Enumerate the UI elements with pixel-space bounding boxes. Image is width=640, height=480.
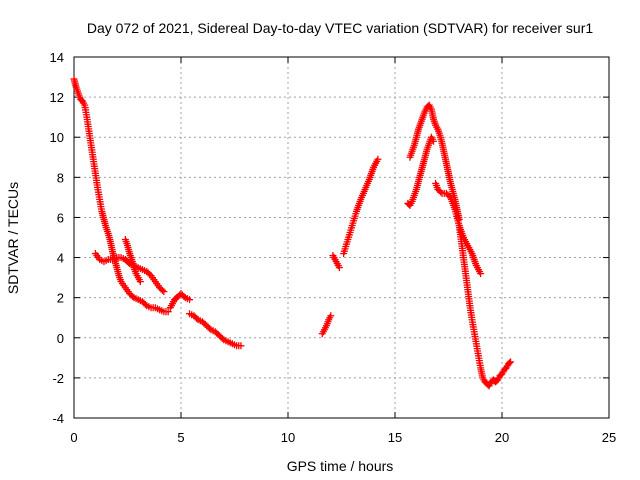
y-tick-label: -4 <box>52 411 64 426</box>
series-seg-h <box>340 155 382 258</box>
x-tick-label: 5 <box>177 430 184 445</box>
data-point <box>237 342 245 350</box>
y-tick-label: 12 <box>50 90 64 105</box>
plot-frame <box>73 56 610 419</box>
data-point <box>164 308 172 316</box>
series-seg-i <box>404 133 438 209</box>
data-point <box>158 286 166 294</box>
y-tick-label: -2 <box>52 371 64 386</box>
y-tick-label: 8 <box>57 170 64 185</box>
data-point <box>327 312 335 320</box>
series-seg-k <box>432 179 485 278</box>
data-point <box>206 324 214 332</box>
data-point <box>430 137 438 145</box>
data-point <box>477 270 485 278</box>
y-tick-label: 0 <box>57 331 64 346</box>
data-point <box>218 334 226 342</box>
y-tick-label: 10 <box>50 130 64 145</box>
series-seg-e <box>186 310 245 350</box>
data-point <box>141 300 149 308</box>
data-points <box>70 75 515 390</box>
data-point <box>335 264 343 272</box>
data-point <box>128 292 136 300</box>
grid <box>74 57 609 418</box>
x-tick-label: 25 <box>602 430 616 445</box>
data-point <box>507 358 515 366</box>
y-axis-label: SDTVAR / TECUs <box>5 182 21 294</box>
series-seg-a <box>70 75 172 316</box>
series-seg-c <box>121 236 144 286</box>
y-tick-label: 6 <box>57 210 64 225</box>
x-tick-label: 10 <box>281 430 295 445</box>
x-tick-labels: 0 5 10 15 20 25 <box>70 430 616 445</box>
y-tick-label: 4 <box>57 251 64 266</box>
x-tick-label: 20 <box>495 430 509 445</box>
axis-ticks <box>73 56 610 419</box>
data-point <box>186 296 194 304</box>
data-point <box>193 314 201 322</box>
chart-title: Day 072 of 2021, Sidereal Day-to-day VTE… <box>87 20 593 36</box>
series-seg-d <box>166 290 194 312</box>
data-point <box>374 155 382 163</box>
x-axis-label: GPS time / hours <box>287 458 394 474</box>
x-tick-label: 0 <box>70 430 77 445</box>
y-tick-label: 14 <box>50 50 64 65</box>
series-seg-j <box>406 101 463 223</box>
data-point <box>505 359 513 367</box>
y-tick-label: 2 <box>57 291 64 306</box>
data-point <box>437 188 445 196</box>
data-point <box>136 278 144 286</box>
series-seg-l <box>455 221 515 390</box>
data-point <box>160 288 168 296</box>
series-seg-g <box>329 252 343 272</box>
y-tick-labels: -4 -2 0 2 4 6 8 10 12 14 <box>50 50 64 426</box>
x-tick-label: 15 <box>388 430 402 445</box>
series-seg-f <box>318 312 335 338</box>
data-point <box>180 292 188 300</box>
